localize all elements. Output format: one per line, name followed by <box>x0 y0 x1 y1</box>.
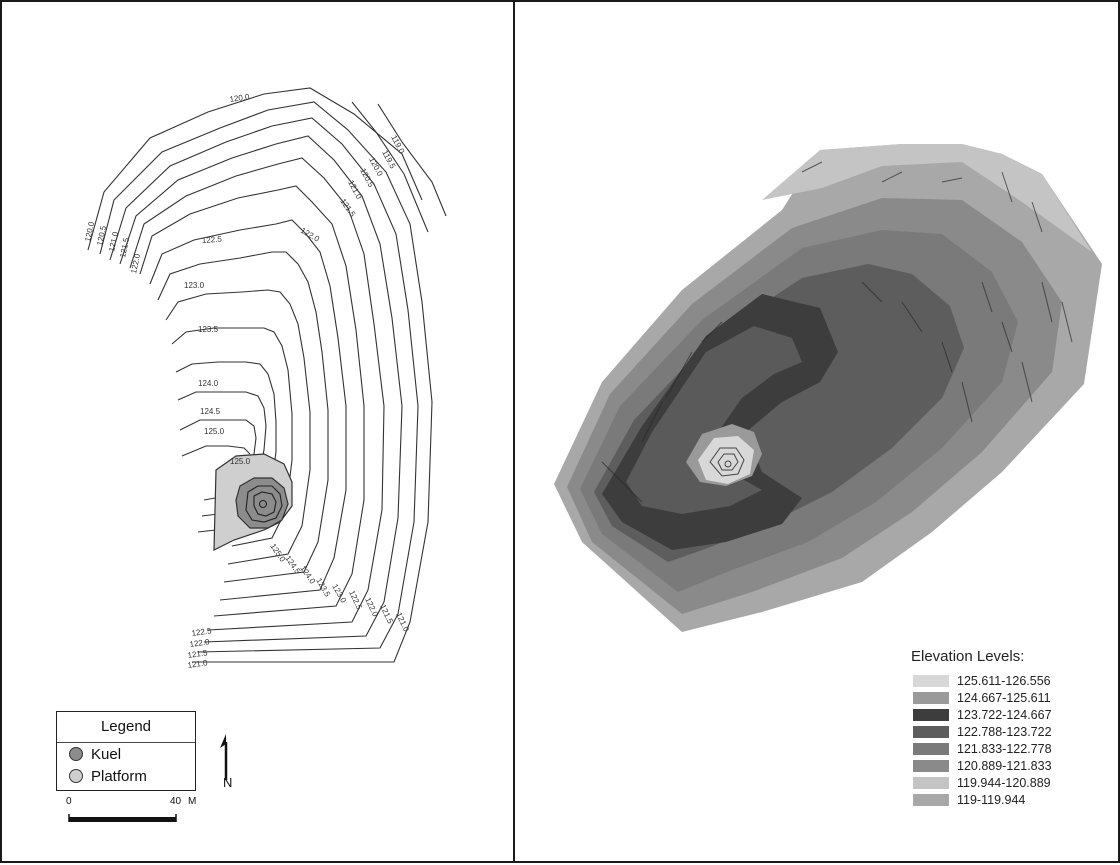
contour-line <box>149 219 347 601</box>
elevation-swatch <box>913 691 949 704</box>
elevation-level: 123.722-124.667 <box>911 706 1101 723</box>
contour-label: 121.0 <box>346 179 364 201</box>
kuel-contour <box>245 485 283 523</box>
contour-label: 123.0 <box>184 281 205 290</box>
contour-line <box>181 445 251 457</box>
contour-label: 122.5 <box>191 626 213 638</box>
elevation-range: 125.611-126.556 <box>957 673 1051 688</box>
contour-label: 124.0 <box>198 379 219 388</box>
contour-label: 120.5 <box>95 224 108 246</box>
legend-item-label: Platform <box>91 767 147 785</box>
surface-contours <box>709 447 745 477</box>
elevation-level: 120.889-121.833 <box>911 757 1101 774</box>
legend-item-platform: Platform <box>57 765 195 787</box>
contour-label: 123.5 <box>314 577 332 599</box>
contour-line <box>119 135 403 643</box>
elevation-range: 124.667-125.611 <box>957 690 1051 705</box>
elevation-swatch <box>913 793 949 806</box>
surface-contour <box>717 453 739 471</box>
contour-label: 121.5 <box>338 197 357 219</box>
elevation-range: 122.788-123.722 <box>957 724 1052 739</box>
contour-label: 122.0 <box>129 252 142 274</box>
contour-label: 125.0 <box>230 457 251 466</box>
elevation-swatch <box>913 674 949 687</box>
contour-label: 124.5 <box>200 407 221 416</box>
contour-line <box>139 185 365 617</box>
contour-line <box>99 101 433 663</box>
kuel-swatch-icon <box>69 747 83 761</box>
elevation-level: 119-119.944 <box>911 791 1101 808</box>
contour-label: 121.5 <box>378 603 395 625</box>
elevation-range: 119.944-120.889 <box>957 775 1051 790</box>
elevation-range: 120.889-121.833 <box>957 758 1052 773</box>
contour-label: 121.0 <box>394 611 411 633</box>
contour-label: 122.5 <box>202 235 223 245</box>
contour-label: 122.5 <box>347 589 364 611</box>
elevation-swatch <box>913 759 949 772</box>
contour-line <box>157 251 329 583</box>
contour-label: 120.0 <box>229 92 251 104</box>
contour-label: 124.0 <box>298 564 317 586</box>
contour-label: 122.0 <box>189 637 211 649</box>
elevation-band-top <box>762 144 1092 252</box>
elevation-range: 119-119.944 <box>957 792 1026 807</box>
contour-label: 121.5 <box>187 648 209 660</box>
elevation-level: 124.667-125.611 <box>911 689 1101 706</box>
elevation-legend: Elevation Levels: 125.611-126.556 124.66… <box>911 648 1101 808</box>
legend-title: Legend <box>57 712 195 743</box>
contour-label: 122.0 <box>363 596 380 618</box>
elevation-band-summit <box>698 436 754 484</box>
contour-line <box>129 157 385 631</box>
scale-end-label: 40 <box>170 796 182 807</box>
elevation-swatch <box>913 742 949 755</box>
surface-contour <box>724 460 732 468</box>
scale-start-label: 0 <box>66 796 72 807</box>
surface-hachures <box>601 161 1073 503</box>
contour-label: 125.0 <box>204 427 225 436</box>
contour-label: 119.0 <box>389 134 406 156</box>
elevation-level: 122.788-123.722 <box>911 723 1101 740</box>
contour-lines <box>87 87 447 663</box>
legend-item-label: Kuel <box>91 745 122 763</box>
north-arrow-icon <box>220 734 228 780</box>
contour-map: 120.0 119.0 119.5 120.0 120.5 121.0 121.… <box>83 87 447 670</box>
elevation-level: 121.833-122.778 <box>911 740 1101 757</box>
contour-label: 121.0 <box>107 230 120 252</box>
contour-label: 120.0 <box>83 220 96 242</box>
elevation-legend-title: Elevation Levels: <box>911 648 1025 665</box>
north-label: N <box>223 775 233 790</box>
elevation-level: 119.944-120.889 <box>911 774 1101 791</box>
scale-unit-label: M <box>188 796 197 807</box>
elevation-swatch <box>913 708 949 721</box>
contour-label: 119.5 <box>380 149 397 171</box>
kuel-contour <box>253 491 277 517</box>
contour-label: 122.0 <box>299 226 321 244</box>
elevation-range: 123.722-124.667 <box>957 707 1052 722</box>
platform-swatch-icon <box>69 769 83 783</box>
elevation-level: 125.611-126.556 <box>911 672 1101 689</box>
legend-item-kuel: Kuel <box>57 743 195 765</box>
surface-hachure <box>601 161 1073 503</box>
elevation-range: 121.833-122.778 <box>957 741 1052 756</box>
contour-line <box>87 87 423 251</box>
contour-label: 121.5 <box>118 236 131 258</box>
elevation-band <box>626 326 802 514</box>
contour-line <box>351 101 429 233</box>
contour-label: 123.5 <box>198 325 219 334</box>
map-legend: Legend Kuel Platform <box>56 711 196 791</box>
contour-line <box>109 117 419 653</box>
kuel-summit <box>258 499 268 509</box>
surface-map <box>554 144 1102 632</box>
surface-contour <box>709 447 745 477</box>
scale-bar <box>68 814 177 822</box>
elevation-swatch <box>913 725 949 738</box>
surface-map-panel: Elevation Levels: 125.611-126.556 124.66… <box>513 0 1120 863</box>
contour-map-panel: 120.0 119.0 119.5 120.0 120.5 121.0 121.… <box>0 0 514 863</box>
contour-label: 121.0 <box>187 658 209 670</box>
contour-line <box>165 289 311 565</box>
elevation-swatch <box>913 776 949 789</box>
contour-line <box>377 103 447 217</box>
